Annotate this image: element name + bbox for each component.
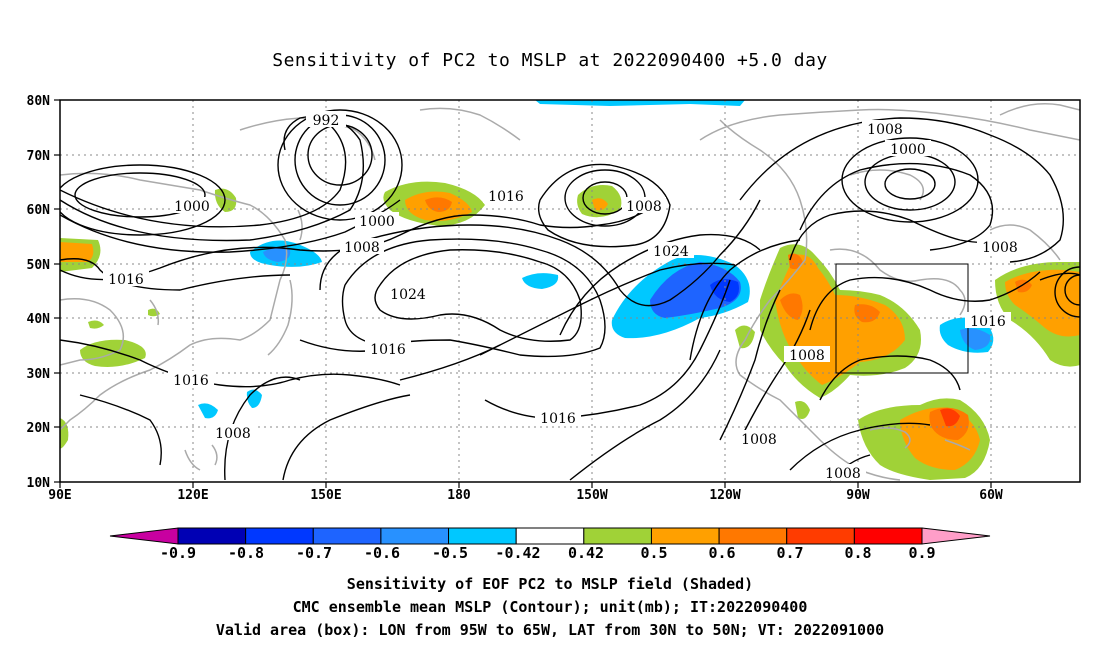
lat-label: 30N	[27, 367, 51, 382]
svg-text:1024: 1024	[390, 287, 426, 303]
colorbar-label: -0.7	[296, 544, 332, 562]
colorbar-box	[245, 527, 314, 545]
svg-text:1016: 1016	[488, 189, 524, 205]
map-frame	[59, 99, 1081, 483]
svg-text:1008: 1008	[215, 426, 251, 442]
colorbar-label: -0.9	[160, 544, 196, 562]
colorbar-label: 0.42	[568, 544, 604, 562]
colorbar-label: -0.42	[495, 544, 540, 562]
lat-label: 10N	[27, 476, 51, 491]
footer-line-3: Valid area (box): LON from 95W to 65W, L…	[215, 621, 885, 639]
colorbar: -0.9 -0.8 -0.7 -0.6 -0.5 -0.42 0.42 0.5 …	[109, 527, 991, 562]
colorbar-box	[177, 527, 247, 545]
svg-text:992: 992	[313, 113, 340, 129]
latitude-labels: 80N 70N 60N 50N 40N 30N 20N 10N	[27, 94, 51, 491]
colorbar-box	[515, 527, 585, 545]
colorbar-box	[786, 527, 855, 545]
colorbar-label: 0.8	[844, 544, 871, 562]
colorbar-label: -0.5	[432, 544, 468, 562]
colorbar-low-end-triangle	[109, 527, 179, 545]
svg-text:1000: 1000	[174, 199, 210, 215]
colorbar-box	[718, 527, 788, 545]
colorbar-label: -0.6	[364, 544, 400, 562]
longitude-labels: 90E 120E 150E 180 150W 120W 90W 60W	[48, 488, 1003, 503]
lat-label: 40N	[27, 312, 51, 327]
lat-label: 80N	[27, 94, 51, 109]
contour-labels: 992 1000 1000 1008 1016 1016 1016 1024 1…	[103, 111, 1023, 482]
svg-text:1016: 1016	[370, 342, 406, 358]
lon-label: 120E	[177, 488, 208, 503]
colorbar-label: -0.8	[228, 544, 264, 562]
svg-text:1016: 1016	[108, 272, 144, 288]
colorbar-label: 0.9	[908, 544, 935, 562]
colorbar-box	[448, 527, 517, 545]
colorbar-box	[380, 527, 450, 545]
svg-text:1008: 1008	[825, 466, 861, 482]
colorbar-high-end-triangle	[921, 527, 991, 545]
svg-text:1016: 1016	[173, 373, 209, 389]
shaded-negative-regions	[198, 100, 994, 419]
svg-text:1008: 1008	[789, 348, 825, 364]
svg-text:1000: 1000	[359, 214, 395, 230]
lat-label: 70N	[27, 149, 51, 164]
footer-line-1: Sensitivity of EOF PC2 to MSLP field (Sh…	[346, 575, 754, 593]
lat-label: 50N	[27, 258, 51, 273]
svg-text:1016: 1016	[970, 314, 1006, 330]
lon-label: 90E	[48, 488, 71, 503]
lon-label: 120W	[709, 488, 740, 503]
map-content: 992 1000 1000 1008 1016 1016 1016 1024 1…	[60, 100, 1080, 482]
svg-text:1008: 1008	[867, 122, 903, 138]
colorbar-box	[650, 527, 720, 545]
map-title: Sensitivity of PC2 to MSLP at 2022090400…	[272, 50, 828, 71]
colorbar-box	[312, 527, 382, 545]
svg-text:1008: 1008	[626, 199, 662, 215]
svg-text:1008: 1008	[344, 240, 380, 256]
colorbar-label: 0.5	[640, 544, 667, 562]
svg-text:1008: 1008	[982, 240, 1018, 256]
svg-text:1016: 1016	[540, 411, 576, 427]
colorbar-label: 0.7	[776, 544, 803, 562]
lon-label: 150E	[310, 488, 341, 503]
lat-label: 20N	[27, 421, 51, 436]
svg-text:1000: 1000	[890, 142, 926, 158]
colorbar-box	[583, 527, 652, 545]
svg-text:1024: 1024	[653, 244, 689, 260]
colorbar-box	[853, 527, 923, 545]
footer-line-2: CMC ensemble mean MSLP (Contour); unit(m…	[292, 598, 808, 616]
svg-text:1008: 1008	[741, 432, 777, 448]
lon-label: 150W	[576, 488, 607, 503]
colorbar-label: 0.6	[708, 544, 735, 562]
lon-label: 180	[447, 488, 471, 503]
lon-label: 90W	[846, 488, 870, 503]
axis-ticks	[54, 99, 992, 488]
lat-label: 60N	[27, 203, 51, 218]
lon-label: 60W	[979, 488, 1003, 503]
colorbar-labels: -0.9 -0.8 -0.7 -0.6 -0.5 -0.42 0.42 0.5 …	[160, 544, 936, 562]
